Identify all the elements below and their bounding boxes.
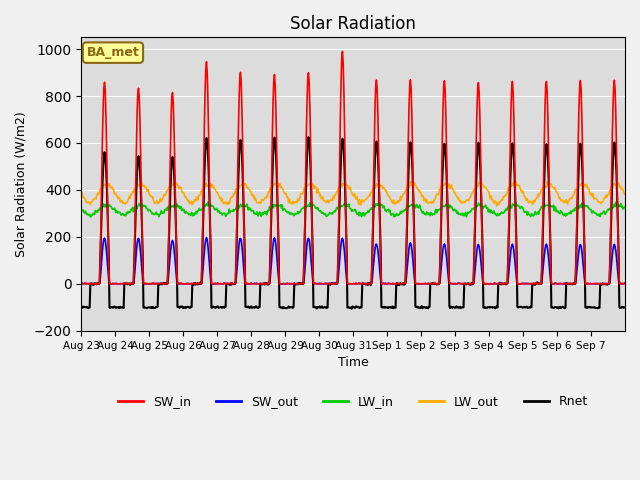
Y-axis label: Solar Radiation (W/m2): Solar Radiation (W/m2) (15, 111, 28, 257)
Text: BA_met: BA_met (86, 46, 140, 59)
Title: Solar Radiation: Solar Radiation (290, 15, 416, 33)
Legend: SW_in, SW_out, LW_in, LW_out, Rnet: SW_in, SW_out, LW_in, LW_out, Rnet (113, 390, 593, 413)
X-axis label: Time: Time (338, 356, 369, 369)
